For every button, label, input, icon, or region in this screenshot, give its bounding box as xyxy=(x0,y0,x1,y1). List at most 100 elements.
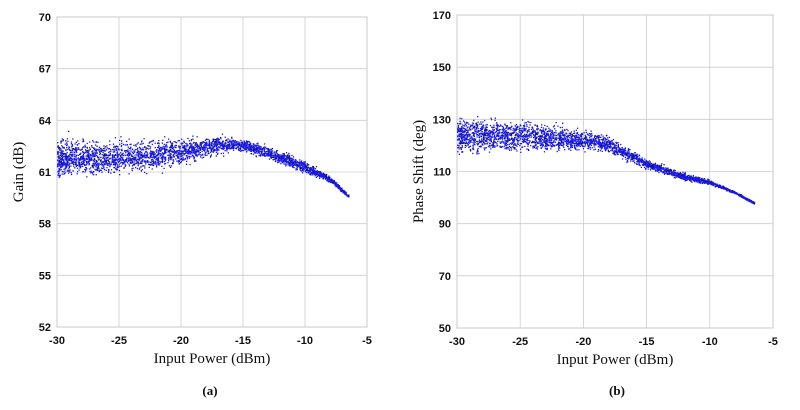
data-point xyxy=(259,154,261,156)
data-point xyxy=(118,169,121,172)
data-point xyxy=(242,147,244,149)
data-point xyxy=(551,130,553,132)
data-point xyxy=(145,156,148,158)
y-tick-label: 58 xyxy=(39,219,51,231)
data-point xyxy=(195,151,197,154)
data-point xyxy=(299,166,301,168)
data-point xyxy=(263,148,266,150)
data-point xyxy=(272,156,274,158)
data-point xyxy=(300,167,302,169)
data-point xyxy=(61,166,63,168)
data-point xyxy=(203,141,206,144)
data-point xyxy=(674,175,676,177)
data-point xyxy=(117,155,119,157)
data-point xyxy=(604,140,606,142)
data-point xyxy=(201,157,203,159)
data-point xyxy=(70,154,72,157)
data-point xyxy=(461,127,463,129)
data-point xyxy=(473,119,475,122)
data-point xyxy=(507,146,509,149)
data-point xyxy=(91,165,93,167)
data-point xyxy=(98,157,100,159)
data-point xyxy=(185,142,187,145)
data-point xyxy=(170,149,172,151)
data-point xyxy=(58,174,60,177)
data-point xyxy=(69,158,72,160)
data-point xyxy=(211,150,213,153)
data-point xyxy=(58,157,60,159)
data-point xyxy=(150,141,152,143)
data-point xyxy=(203,144,206,146)
data-point xyxy=(66,159,68,161)
data-point xyxy=(520,125,522,127)
data-point xyxy=(84,146,86,148)
data-point xyxy=(473,126,476,128)
data-point xyxy=(191,149,193,151)
data-point xyxy=(194,151,196,153)
data-point xyxy=(155,161,157,164)
data-point xyxy=(61,162,63,164)
data-point xyxy=(61,158,64,160)
data-point xyxy=(167,157,170,160)
data-point xyxy=(268,154,270,156)
data-point xyxy=(120,161,122,163)
data-point xyxy=(59,156,61,159)
data-point xyxy=(601,144,603,146)
data-point xyxy=(220,145,222,147)
data-point xyxy=(265,155,267,157)
data-point xyxy=(149,141,151,143)
data-point xyxy=(76,154,78,156)
data-point xyxy=(552,141,554,144)
data-point xyxy=(576,132,579,134)
data-point xyxy=(93,174,95,176)
data-point xyxy=(59,152,62,154)
data-point xyxy=(745,199,747,201)
data-point xyxy=(469,137,471,140)
data-point xyxy=(465,142,467,145)
data-point xyxy=(247,144,249,146)
data-point xyxy=(277,162,279,164)
data-point xyxy=(251,148,253,151)
data-point xyxy=(68,163,70,166)
data-point xyxy=(208,139,210,141)
data-point xyxy=(200,141,202,144)
data-point xyxy=(273,152,275,154)
data-point xyxy=(590,142,593,145)
data-point xyxy=(195,155,198,157)
data-point xyxy=(213,143,215,145)
data-point xyxy=(85,159,87,161)
data-point xyxy=(581,136,583,138)
data-point xyxy=(563,146,565,148)
data-point xyxy=(550,134,553,136)
data-point xyxy=(302,170,304,172)
data-point xyxy=(221,133,224,135)
data-point xyxy=(102,167,104,170)
data-point xyxy=(60,142,62,144)
data-point xyxy=(330,179,332,182)
data-point xyxy=(589,146,591,148)
data-point xyxy=(138,146,141,148)
data-point xyxy=(120,159,122,162)
data-point xyxy=(71,160,73,162)
data-point xyxy=(192,135,194,137)
data-point xyxy=(470,135,472,137)
data-point xyxy=(83,152,86,154)
data-point xyxy=(98,162,100,164)
data-point xyxy=(182,155,184,157)
data-point xyxy=(126,150,128,153)
data-point xyxy=(574,138,576,140)
data-point xyxy=(158,148,160,150)
data-point xyxy=(72,138,74,140)
data-point xyxy=(519,134,521,136)
data-point xyxy=(251,149,253,152)
data-point xyxy=(533,131,535,133)
data-point xyxy=(296,168,298,171)
data-point xyxy=(147,148,150,150)
data-point xyxy=(554,128,556,130)
data-point xyxy=(465,125,468,127)
data-point xyxy=(604,138,607,140)
data-point xyxy=(252,146,254,148)
data-point xyxy=(183,154,185,156)
data-point xyxy=(178,160,180,162)
data-point xyxy=(101,164,103,166)
